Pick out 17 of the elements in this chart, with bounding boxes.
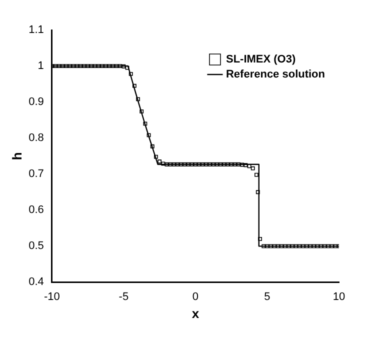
y-tick-label: 0.7 (28, 168, 44, 180)
legend-label: SL-IMEX (O3) (226, 54, 296, 66)
y-axis-title: h (9, 152, 24, 160)
y-tick-label: 1.1 (28, 24, 44, 36)
y-tick-label: 1 (38, 60, 44, 72)
y-tick-label: 0.5 (28, 240, 44, 252)
y-tick-label: 0.9 (28, 96, 44, 108)
x-tick-label: -10 (44, 290, 60, 303)
x-tick-label: 0 (192, 290, 199, 303)
x-tick-label: 5 (264, 290, 270, 303)
y-tick-label: 0.4 (28, 276, 44, 288)
legend-label: Reference solution (226, 68, 326, 81)
x-tick-label: -5 (118, 290, 129, 303)
x-axis-title: x (192, 306, 200, 321)
y-tick-label: 0.8 (28, 132, 44, 144)
x-tick-label: 10 (332, 290, 346, 303)
y-tick-label: 0.6 (28, 204, 44, 216)
